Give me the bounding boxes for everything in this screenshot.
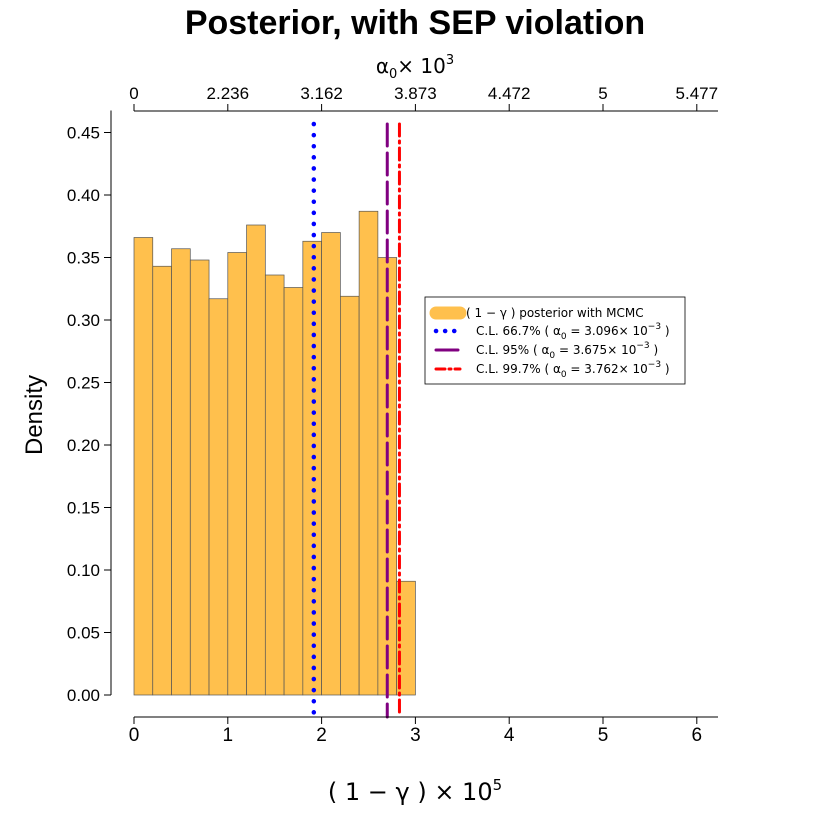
y-tick-label: 0.40 <box>67 186 100 205</box>
y-axis-title: Density <box>21 375 48 455</box>
legend-box <box>424 296 686 385</box>
legend-label-cl2: C.L. 95% ( α0 = 3.675× 10−3 ) <box>476 341 658 361</box>
histogram-bar <box>246 224 266 696</box>
x-tick-label: 3 <box>410 725 421 746</box>
histogram-bar <box>358 210 379 696</box>
histogram-bar <box>227 252 247 696</box>
legend-label-cl1: C.L. 66.7% ( α0 = 3.096× 10−3 ) <box>476 322 670 342</box>
x-tick-label: 4 <box>504 725 515 746</box>
y-tick-label: 0.35 <box>67 249 100 268</box>
y-axis: 0.00 0.05 0.10 0.15 0.20 0.25 0.30 0.35 0.40 0.45 <box>67 110 112 705</box>
x-tick-label: 0 <box>129 725 140 746</box>
x-axis: 0 1 2 3 4 5 6 <box>129 716 718 746</box>
histogram-bar <box>189 259 210 696</box>
top-tick-label: 0 <box>129 84 138 103</box>
y-tick-label: 0.30 <box>67 311 100 330</box>
histogram-bar <box>133 237 154 696</box>
top-axis-title: α0× 103 <box>376 53 454 82</box>
histogram-bar <box>396 580 416 696</box>
top-axis: 0 2.236 3.162 3.873 4.472 5 5.477 <box>129 84 719 112</box>
histogram-bar <box>340 295 360 696</box>
y-tick-label: 0.10 <box>67 561 100 580</box>
y-tick-label: 0.20 <box>67 436 100 455</box>
y-tick-label: 0.25 <box>67 374 100 393</box>
histogram-bar <box>152 265 172 696</box>
y-tick-label: 0.45 <box>67 124 100 143</box>
x-tick-label: 2 <box>316 725 327 746</box>
x-tick-label: 6 <box>692 725 703 746</box>
chart-title: Posterior, with SEP violation <box>185 4 645 42</box>
top-tick-label: 3.873 <box>394 84 437 103</box>
top-tick-label: 5 <box>598 84 607 103</box>
top-tick-label: 5.477 <box>676 84 719 103</box>
histogram-bar <box>171 248 191 696</box>
legend-label-cl3: C.L. 99.7% ( α0 = 3.762× 10−3 ) <box>476 360 670 380</box>
legend: ( 1 − γ ) posterior with MCMC C.L. 66.7% … <box>424 296 686 385</box>
top-tick-label: 3.162 <box>300 84 343 103</box>
y-tick-label: 0.05 <box>67 624 100 643</box>
x-tick-label: 5 <box>598 725 609 746</box>
credible-limit-lines <box>311 121 401 720</box>
y-tick-label: 0.00 <box>67 686 100 705</box>
histogram-bar <box>264 274 285 696</box>
y-tick-label: 0.15 <box>67 499 100 518</box>
histogram-bars <box>133 210 416 696</box>
legend-label-histogram: ( 1 − γ ) posterior with MCMC <box>466 306 644 320</box>
x-tick-label: 1 <box>223 725 234 746</box>
x-axis-title: ( 1 − γ ) × 105 <box>328 776 502 806</box>
histogram-bar <box>208 298 229 696</box>
histogram-bar <box>283 287 304 696</box>
histogram-bar <box>321 232 341 696</box>
top-tick-label: 2.236 <box>207 84 250 103</box>
top-tick-label: 4.472 <box>488 84 531 103</box>
